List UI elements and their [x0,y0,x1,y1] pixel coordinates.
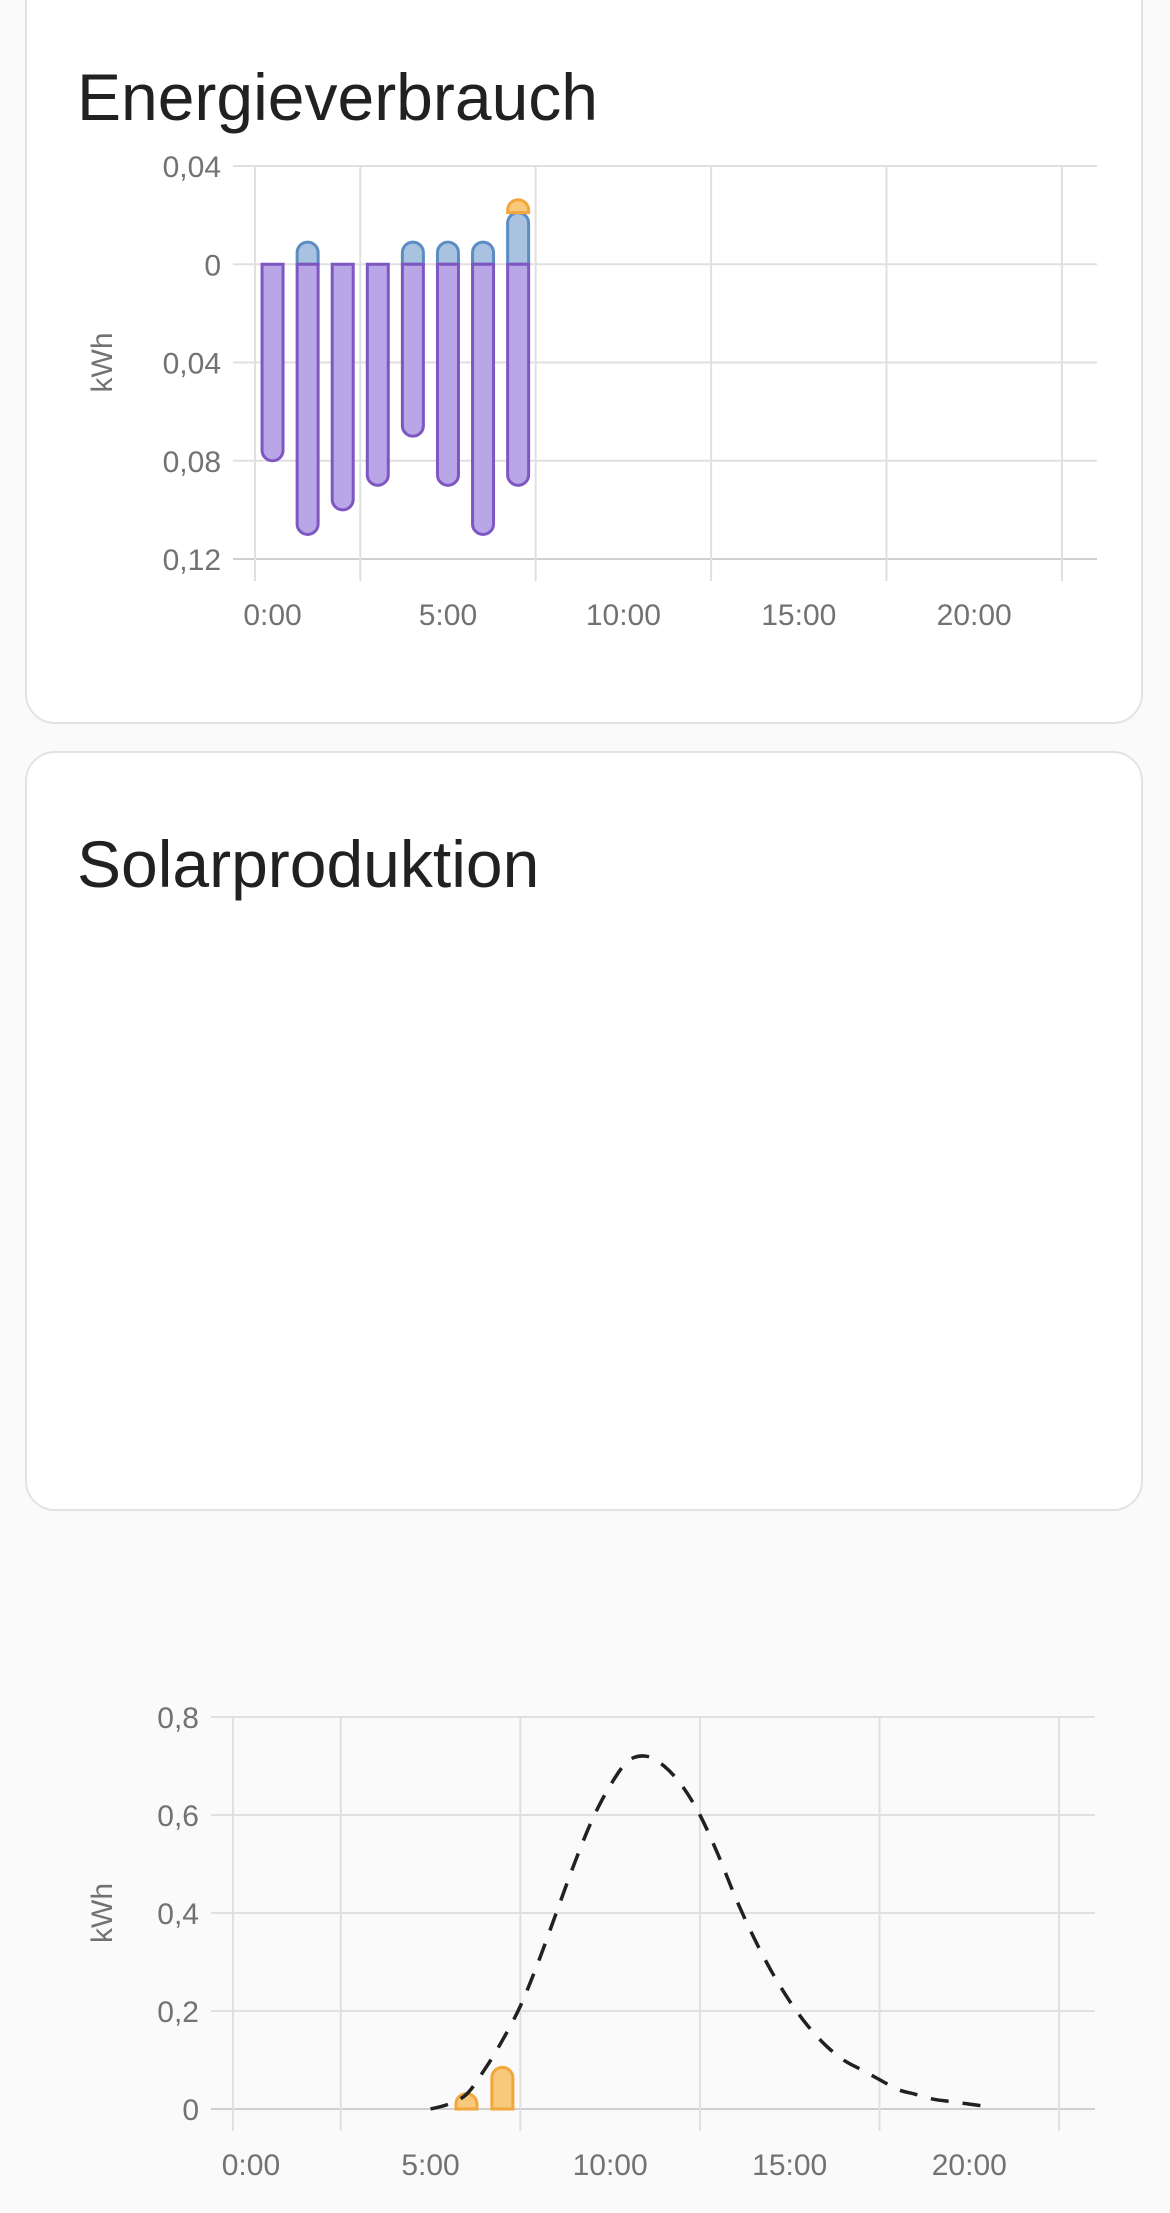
solar-production-card: Solarproduktion 0,8 0,6 0,4 0,2 0 0:00 5:00 10:… [25,751,1143,2182]
bar [435,240,460,266]
bar [490,2065,515,2111]
y-axis-label: kWh [86,333,119,393]
x-tick-label: 0:00 [243,599,301,632]
bar [471,240,496,266]
x-tick-label: 0:00 [222,2149,280,2182]
bar [295,262,320,536]
y-tick-label: 0,08 [163,446,221,479]
card-title: Solarproduktion [77,827,540,901]
y-axis-label: kWh [86,1883,119,1943]
energy-consumption-card: Energieverbrauch 0,04 0 0,04 0,08 0,12 0:00 5:… [25,0,1143,724]
x-tick-label: 15:00 [761,599,836,632]
x-tick-label: 5:00 [401,2149,459,2182]
y-tick-label: 0,04 [163,348,221,381]
x-tick-label: 10:00 [573,2149,648,2182]
bar [260,262,285,463]
y-tick-label: 0,04 [163,151,221,184]
energy-consumption-chart[interactable]: 0,04 0 0,04 0,08 0,12 0:00 5:00 10:00 15:00 20:00… [27,2,1145,762]
x-tick-label: 10:00 [586,599,661,632]
bar [330,262,355,512]
y-tick-label: 0,8 [157,1702,199,1735]
x-tick-label: 15:00 [752,2149,827,2182]
y-tick-label: 0,4 [157,1898,199,1931]
bar [400,262,425,438]
x-tick-label: 20:00 [937,599,1012,632]
x-tick-label: 5:00 [419,599,477,632]
bars [454,2065,515,2111]
bars [260,198,531,536]
y-tick-label: 0 [182,2094,199,2127]
bar [365,262,390,487]
card-title: Energieverbrauch [77,60,598,134]
bar [471,262,496,536]
chart-grid [211,1716,1095,2131]
bar [506,198,531,215]
y-tick-label: 0,12 [163,544,221,577]
y-tick-label: 0,6 [157,1800,199,1833]
bar [506,262,531,487]
bar [435,262,460,487]
bar [400,240,425,266]
y-tick-label: 0 [204,249,221,282]
solar-production-chart[interactable]: 0,8 0,6 0,4 0,2 0 0:00 5:00 10:00 15:00 20:00 kWh [27,2,1145,2213]
bar [295,240,320,266]
x-tick-label: 20:00 [932,2149,1007,2182]
forecast-line [430,1754,988,2111]
y-tick-label: 0,2 [157,1996,199,2029]
